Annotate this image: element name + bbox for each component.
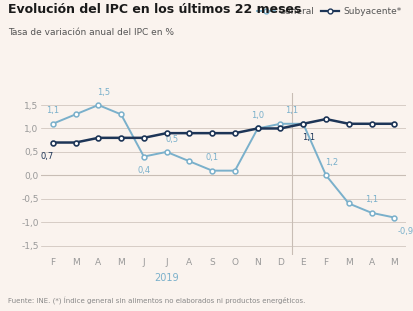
Text: Tasa de variación anual del IPC en %: Tasa de variación anual del IPC en % xyxy=(8,28,174,37)
Text: 2019: 2019 xyxy=(154,273,178,283)
Text: 1,2: 1,2 xyxy=(324,158,337,167)
Text: 1,1: 1,1 xyxy=(364,196,377,205)
Text: 0,5: 0,5 xyxy=(165,135,178,144)
Text: 1,1: 1,1 xyxy=(285,106,298,115)
Text: 1,1: 1,1 xyxy=(46,106,59,115)
Text: 0,1: 0,1 xyxy=(205,153,218,162)
Text: Evolución del IPC en los últimos 22 meses: Evolución del IPC en los últimos 22 mese… xyxy=(8,3,301,16)
Text: -0,9: -0,9 xyxy=(396,227,413,236)
Text: 1,0: 1,0 xyxy=(251,111,263,120)
Text: Fuente: INE. (*) Índice general sin alimentos no elaborados ni productos energét: Fuente: INE. (*) Índice general sin alim… xyxy=(8,297,305,305)
Legend: General, Subyacente*: General, Subyacente* xyxy=(256,7,400,16)
Text: 1,1: 1,1 xyxy=(301,133,315,142)
Text: 0,7: 0,7 xyxy=(40,152,54,161)
Text: 1,5: 1,5 xyxy=(97,88,110,97)
Text: 0,4: 0,4 xyxy=(137,166,150,175)
